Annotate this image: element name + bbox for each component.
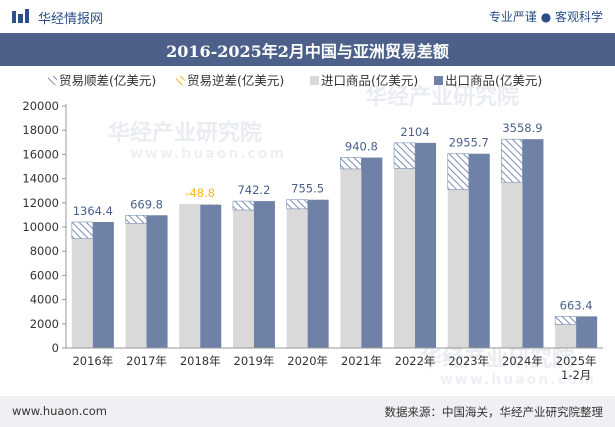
chart-title-bar: 2016-2025年2月中国与亚洲贸易差额 xyxy=(0,33,615,66)
import-bar xyxy=(394,168,416,348)
y-tick-label: 0 xyxy=(52,341,59,355)
export-bar xyxy=(415,142,437,348)
x-tick-label: 2020年 xyxy=(287,354,328,368)
balance-label: 2104 xyxy=(400,125,429,139)
export-bar xyxy=(253,201,275,348)
import-bar xyxy=(340,168,362,348)
y-tick-label: 4000 xyxy=(30,293,59,307)
legend-label: 进口商品(亿美元) xyxy=(321,73,418,88)
y-tick-label: 18000 xyxy=(22,123,59,137)
y-tick-label: 16000 xyxy=(22,147,59,161)
export-bar xyxy=(361,157,383,348)
legend-label: 贸易逆差(亿美元) xyxy=(187,73,284,88)
watermark-text: 华经产业研究院 xyxy=(420,346,574,372)
x-tick-label: 2021年 xyxy=(341,354,382,368)
footer-bar: www.huaon.com 数据来源：中国海关，华经产业研究院整理 xyxy=(0,396,615,427)
legend-swatch xyxy=(310,76,319,85)
x-tick-label: 2024年 xyxy=(502,354,543,368)
trade-balance-chart: 华经产业研究院华经产业研究院www.huaon.com华经产业研究院www.hu… xyxy=(22,73,603,388)
balance-label: 742.2 xyxy=(237,183,270,197)
y-axis: 0 2000 4000 6000 8000 10000 12000 14000 16000 180… xyxy=(22,99,67,355)
legend-swatch xyxy=(434,76,443,85)
y-tick-label: 12000 xyxy=(22,196,59,210)
export-bar xyxy=(576,316,598,348)
watermark-layer: 华经产业研究院华经产业研究院www.huaon.com华经产业研究院www.hu… xyxy=(108,84,596,388)
watermark-url: www.huaon.com xyxy=(440,372,596,388)
export-bar xyxy=(92,221,114,348)
import-bar xyxy=(125,223,147,348)
surplus-bar xyxy=(232,200,255,211)
y-tick-label: 8000 xyxy=(30,244,59,258)
surplus-bar xyxy=(447,153,470,190)
export-bar xyxy=(307,199,329,348)
surplus-bar xyxy=(501,138,523,183)
import-bar xyxy=(179,204,201,348)
balance-label: 3558.9 xyxy=(502,121,542,135)
x-tick-label: 2019年 xyxy=(234,354,275,368)
x-tick-label: 2022年 xyxy=(395,354,436,368)
legend-label: 贸易顺差(亿美元) xyxy=(59,73,156,88)
x-axis: 2016年 2017年 2018年 2019年 2020年 2021年 2022年 2023年… xyxy=(66,347,603,382)
top-bar: 华经情报网 专业严谨 ● 客观科学 xyxy=(0,0,615,34)
deficit-bar xyxy=(200,204,222,205)
surplus-bar xyxy=(125,214,147,224)
x-tick-label: 2025年 1-2月 xyxy=(556,354,597,382)
data-labels-layer: 1364.4 669.8 -48.8 742.2 755.5 940.8 2104 2955.… xyxy=(73,121,593,312)
footer-url[interactable]: www.huaon.com xyxy=(12,404,107,418)
y-tick-label: 20000 xyxy=(22,99,59,113)
y-tick-label: 10000 xyxy=(22,220,59,234)
surplus-bar xyxy=(71,221,94,239)
export-bar xyxy=(200,204,222,348)
surplus-bar xyxy=(286,199,308,210)
x-tick-label: 2018年 xyxy=(180,354,221,368)
legend-label: 出口商品(亿美元) xyxy=(445,73,542,88)
export-bar xyxy=(468,153,490,348)
tagline: 专业严谨 ● 客观科学 xyxy=(488,10,603,24)
chart-title: 2016-2025年2月中国与亚洲贸易差额 xyxy=(166,41,449,61)
export-bar xyxy=(146,215,168,348)
huajing-logo-icon xyxy=(12,9,29,23)
y-tick-label: 6000 xyxy=(30,268,59,282)
import-bar xyxy=(501,182,523,348)
balance-label: 669.8 xyxy=(130,197,163,211)
legend-swatch xyxy=(176,76,185,85)
balance-label: -48.8 xyxy=(185,186,215,200)
chart-legend: 贸易顺差(亿美元) 贸易逆差(亿美元) 进口商品(亿美元) 出口商品(亿美元) xyxy=(48,73,542,88)
bars-layer xyxy=(71,138,598,348)
balance-label: 663.4 xyxy=(560,298,593,312)
balance-label: 2955.7 xyxy=(449,136,489,150)
legend-swatch xyxy=(48,76,57,85)
balance-label: 755.5 xyxy=(291,182,324,196)
watermark-text: 华经产业研究院 xyxy=(365,84,519,110)
balance-label: 940.8 xyxy=(345,140,378,154)
import-bar xyxy=(286,208,308,348)
surplus-bar xyxy=(393,142,416,169)
watermark-text: 华经产业研究院 xyxy=(108,120,262,146)
import-bar xyxy=(71,238,93,348)
surplus-bar xyxy=(340,157,362,170)
site-name: 华经情报网 xyxy=(38,12,104,27)
import-bar xyxy=(447,189,469,348)
import-bar xyxy=(232,210,254,348)
import-bar xyxy=(555,324,577,348)
watermark-url: www.huaon.com xyxy=(130,146,286,162)
footer-source: 数据来源：中国海关，华经产业研究院整理 xyxy=(384,405,604,419)
export-bar xyxy=(522,139,544,348)
y-tick-label: 14000 xyxy=(22,172,59,186)
balance-label: 1364.4 xyxy=(73,204,113,218)
x-tick-label: 2016年 xyxy=(72,354,113,368)
x-tick-label: 2017年 xyxy=(126,354,167,368)
y-tick-label: 2000 xyxy=(30,317,59,331)
x-tick-label: 2023年 xyxy=(448,354,489,368)
surplus-bar xyxy=(554,316,577,325)
